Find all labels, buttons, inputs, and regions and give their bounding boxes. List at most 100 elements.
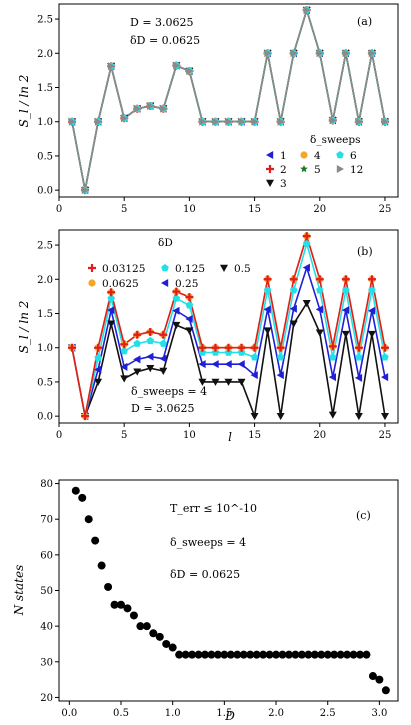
- data-point-0.03125: [94, 343, 103, 352]
- data-point-0.25: [315, 305, 323, 314]
- panel-b-ylabel: S_l / ln 2: [17, 301, 31, 354]
- legend-label-6: 6: [350, 150, 357, 162]
- data-point-12: [329, 116, 337, 125]
- panel-c-ylabel: N states: [12, 565, 26, 617]
- x-tick-label: 2.5: [320, 708, 336, 719]
- panel-c-xlabel: D: [224, 709, 235, 723]
- data-point-0.5: [276, 412, 285, 421]
- data-point-0.03125: [211, 343, 220, 352]
- data-point-0.5: [133, 368, 142, 376]
- data-point-0.5: [250, 412, 259, 421]
- data-point: [71, 486, 80, 495]
- data-point: [175, 650, 184, 659]
- data-point-0.125: [355, 353, 363, 361]
- data-point-0.5: [159, 367, 168, 375]
- data-point-0.03125: [315, 275, 324, 284]
- data-point-0.125: [250, 353, 259, 361]
- data-point-0.125: [185, 301, 194, 309]
- y-tick-label: 0.0: [37, 412, 53, 423]
- data-point-12: [94, 117, 103, 126]
- data-point-12: [147, 101, 155, 110]
- data-point-0.25: [263, 305, 271, 314]
- x-tick-label: 10: [183, 430, 196, 441]
- data-point: [239, 650, 248, 659]
- panel-b-legend: δD 0.03125 0.125 0.5 0.0625 0.25: [88, 237, 251, 290]
- data-point-12: [290, 49, 298, 58]
- data-point-12: [120, 114, 129, 123]
- data-point-0.125: [146, 336, 155, 345]
- data-point-0.25: [380, 373, 389, 382]
- data-point-12: [107, 62, 116, 71]
- data-point-0.125: [315, 286, 324, 294]
- y-tick-label: 30: [40, 657, 53, 668]
- data-point-12: [342, 49, 350, 58]
- legend-marker-1: [266, 151, 274, 159]
- data-point-12: [212, 117, 220, 126]
- data-point-0.25: [341, 306, 350, 315]
- data-point-0.125: [342, 286, 350, 294]
- y-tick-label: 2.0: [37, 49, 53, 60]
- panel-a-frame: [58, 3, 399, 198]
- legend-label-0.125: 0.125: [175, 263, 205, 275]
- data-point-0.5: [328, 411, 337, 419]
- data-point: [259, 650, 268, 659]
- data-point: [226, 650, 235, 659]
- data-point-0.03125: [237, 343, 246, 352]
- y-tick-label: 80: [40, 479, 53, 490]
- x-tick-label: 25: [379, 204, 392, 215]
- legend-label-0.0625: 0.0625: [102, 278, 139, 290]
- data-point: [310, 650, 319, 659]
- data-point-0.5: [224, 378, 233, 386]
- data-point: [246, 650, 255, 659]
- data-point-0.125: [289, 286, 298, 294]
- data-point: [104, 582, 113, 591]
- data-point-0.25: [224, 360, 232, 369]
- data-point-12: [186, 67, 194, 76]
- data-point-0.03125: [146, 327, 155, 336]
- data-point-0.5: [211, 378, 220, 386]
- data-point: [375, 675, 384, 684]
- data-point-0.03125: [133, 330, 142, 339]
- data-point-12: [251, 117, 259, 126]
- panel-c-annotation-dd: δD = 0.0625: [170, 568, 240, 581]
- data-point: [213, 650, 222, 659]
- data-point: [181, 650, 190, 659]
- data-point-0.03125: [81, 412, 90, 421]
- legend-label-3: 3: [280, 178, 287, 190]
- data-point-0.03125: [159, 330, 168, 339]
- data-point: [265, 650, 274, 659]
- data-point-12: [264, 49, 272, 58]
- data-point: [336, 650, 345, 659]
- legend-label-1: 1: [280, 150, 287, 162]
- data-point-12: [68, 117, 77, 126]
- panel-b-label: (b): [357, 245, 373, 258]
- data-point-12: [81, 186, 90, 195]
- panel-a-annotation-d: D = 3.0625: [130, 16, 194, 29]
- data-point-12: [381, 117, 389, 126]
- x-tick-label: 0.0: [61, 708, 77, 719]
- panel-b-annotation-sweeps: δ_sweeps = 4: [131, 385, 207, 398]
- data-point-0.125: [107, 294, 115, 302]
- data-point-12: [277, 117, 285, 126]
- data-point: [330, 650, 339, 659]
- data-point-0.25: [211, 360, 219, 369]
- panel-c-annotation-sweeps: δ_sweeps = 4: [170, 536, 246, 549]
- data-point: [162, 639, 171, 648]
- data-point-0.03125: [367, 275, 376, 284]
- legend-marker-5: [300, 165, 308, 173]
- legend-label-0.03125: 0.03125: [102, 263, 145, 275]
- data-point: [304, 650, 313, 659]
- data-point-0.25: [133, 355, 141, 364]
- data-point-0.25: [146, 352, 154, 361]
- data-point-0.5: [146, 365, 155, 373]
- panel-b-xlabel: l: [228, 430, 232, 444]
- series-line-12: [71, 7, 386, 191]
- x-tick-label: 1.5: [216, 708, 232, 719]
- data-point: [110, 600, 119, 609]
- data-point-0.03125: [302, 232, 311, 241]
- data-point-0.25: [94, 365, 102, 374]
- y-tick-label: 20: [40, 693, 53, 704]
- data-point: [317, 650, 326, 659]
- legend-marker-0.25: [161, 279, 169, 287]
